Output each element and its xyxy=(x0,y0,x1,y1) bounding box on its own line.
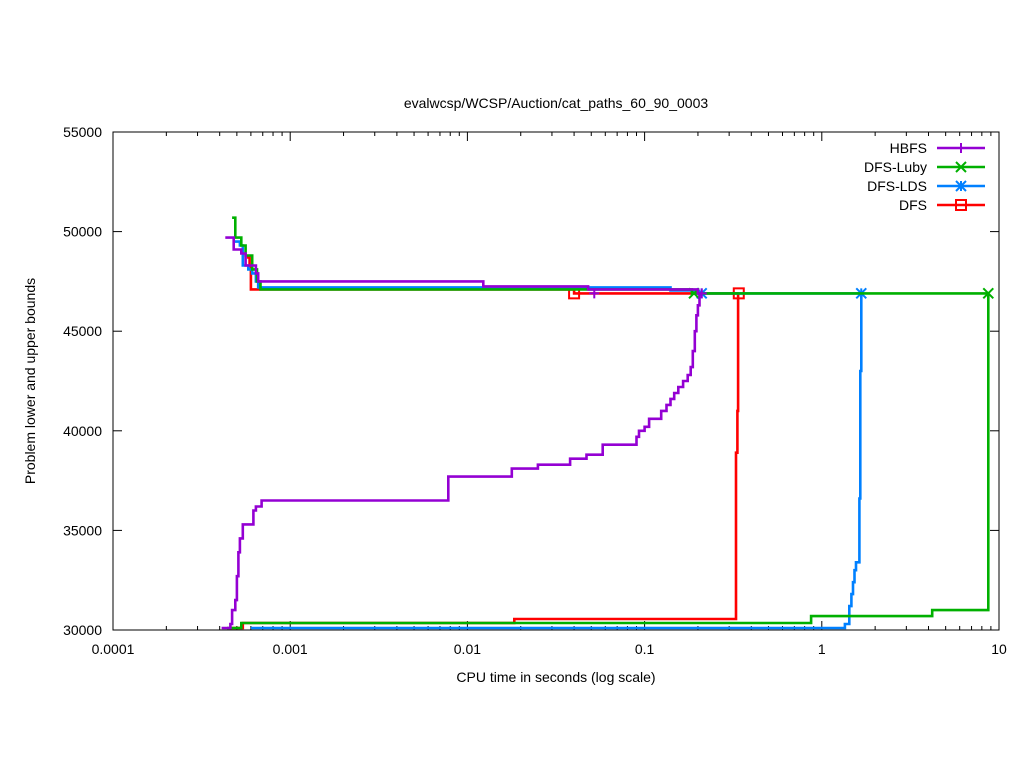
legend-marker-dfs-luby xyxy=(955,161,967,173)
legend-label-dfs: DFS xyxy=(899,197,927,213)
x-tick-label: 0.01 xyxy=(454,641,481,657)
y-tick-label: 35000 xyxy=(63,522,102,538)
series-marker-hbfs xyxy=(589,288,600,299)
series-marker-hbfs xyxy=(696,288,707,299)
series-line-dfs-lower xyxy=(230,292,740,630)
series-marker-dfs-luby xyxy=(982,287,994,300)
x-tick-label: 10 xyxy=(991,641,1007,657)
y-tick-label: 40000 xyxy=(63,423,102,439)
y-tick-label: 30000 xyxy=(63,622,102,638)
x-axis-label: CPU time in seconds (log scale) xyxy=(456,669,655,685)
y-axis-label: Problem lower and upper bounds xyxy=(22,278,38,484)
chart-title: evalwcsp/WCSP/Auction/cat_paths_60_90_00… xyxy=(404,95,709,111)
y-tick-label: 55000 xyxy=(63,124,102,140)
x-tick-label: 0.1 xyxy=(635,641,655,657)
plot-frame xyxy=(112,131,1000,631)
legend-marker-hbfs xyxy=(956,143,966,153)
legend-label-hbfs: HBFS xyxy=(890,140,927,156)
series-line-dfs-luby-upper xyxy=(227,216,990,630)
legend-label-dfs-luby: DFS-Luby xyxy=(864,159,927,175)
y-tick-label: 50000 xyxy=(63,224,102,240)
series-line-dfs-upper xyxy=(246,256,739,295)
x-tick-label: 0.0001 xyxy=(92,641,135,657)
legend-marker-dfs xyxy=(955,199,967,211)
x-tick-label: 1 xyxy=(818,641,826,657)
x-tick-label: 0.001 xyxy=(273,641,308,657)
series-line-dfs-lds-lower xyxy=(250,293,863,630)
series-line-hbfs-lower xyxy=(221,292,702,630)
series-line-hbfs-upper xyxy=(225,236,702,295)
y-tick-label: 45000 xyxy=(63,323,102,339)
legend-marker-dfs-lds xyxy=(955,180,967,192)
legend-label-dfs-lds: DFS-LDS xyxy=(867,178,927,194)
